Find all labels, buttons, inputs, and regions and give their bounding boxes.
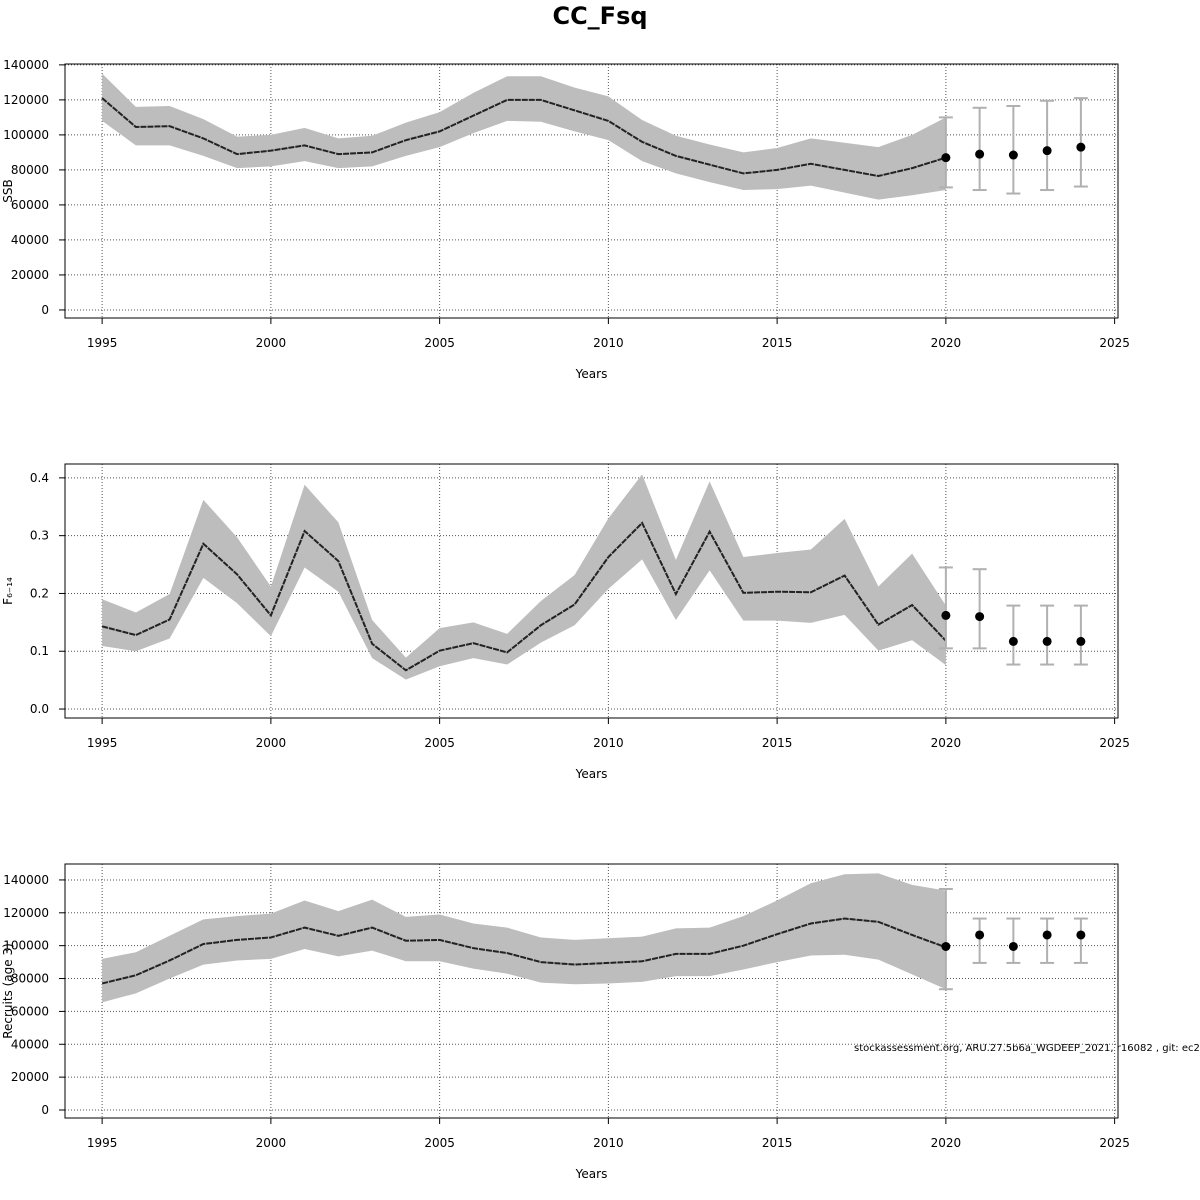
y-tick-label: 20000 [11,1070,49,1084]
estimate-line [101,521,947,672]
x-tick-label: 2005 [424,736,455,750]
y-axis-label: SSB [1,179,15,202]
y-tick-label: 60000 [11,198,49,212]
panel: 1995 2000 2005 2010 2015 2020 2025 0 20000 40000 6… [1,863,1130,1181]
y-tick-label: 40000 [11,233,49,247]
y-tick-label: 100000 [3,128,49,142]
x-tick-label: 1995 [87,1136,118,1150]
plot-frame [64,63,1119,319]
x-tick-label: 2020 [931,336,962,350]
x-tick-label: 2010 [593,736,624,750]
x-tick-label: 2025 [1099,736,1130,750]
y-tick-label: 0.4 [30,471,49,485]
y-tick-label: 0 [41,303,49,317]
confidence-band [102,873,946,1003]
forecast-point [1076,636,1086,646]
y-tick-label: 120000 [3,906,49,920]
estimate-line [101,97,947,178]
x-tick-label: 2005 [424,336,455,350]
estimate-line [101,917,947,985]
forecast-point [1008,636,1018,646]
x-axis-label: Years [575,1167,608,1181]
forecast-point [1076,142,1086,152]
plot-frame [64,863,1119,1119]
forecast-point [941,610,951,620]
y-tick-label: 60000 [11,1004,49,1018]
x-axis-label: Years [575,367,608,381]
forecast-point [941,153,951,163]
x-tick-label: 2000 [256,736,287,750]
y-tick-label: 40000 [11,1037,49,1051]
x-tick-label: 2020 [931,1136,962,1150]
y-tick-label: 80000 [11,972,49,986]
y-tick-label: 80000 [11,163,49,177]
panel: 1995 2000 2005 2010 2015 2020 2025 0.0 0.1 0.2 0.3… [1,463,1130,781]
y-tick-label: 140000 [3,873,49,887]
y-tick-label: 0.3 [30,529,49,543]
x-tick-label: 1995 [87,336,118,350]
forecast-point [975,930,985,940]
forecast-point [1042,636,1052,646]
forecast-point [1008,941,1018,951]
panel: 1995 2000 2005 2010 2015 2020 2025 0 20000 40000 6… [1,58,1130,381]
y-axis-label: F₆₋₁₄ [1,577,15,605]
y-tick-label: 0.2 [30,586,49,600]
y-tick-label: 20000 [11,268,49,282]
y-axis-label: Recruits (age 3) [1,943,15,1039]
x-tick-label: 2010 [593,1136,624,1150]
y-tick-label: 0 [41,1103,49,1117]
forecast-point [975,149,985,159]
forecast-point [975,612,985,622]
x-tick-label: 2020 [931,736,962,750]
forecast-point [1008,150,1018,160]
x-tick-label: 2000 [256,1136,287,1150]
x-tick-label: 2025 [1099,1136,1130,1150]
footnote: stockassessment.org, ARU.27.5b6a_WGDEEP_… [854,1043,1200,1054]
x-tick-label: 2015 [762,736,793,750]
x-axis-label: Years [575,767,608,781]
y-tick-label: 140000 [3,58,49,72]
y-tick-label: 0.0 [30,702,49,716]
x-tick-label: 2005 [424,1136,455,1150]
forecast-point [941,941,951,951]
x-tick-label: 2015 [762,1136,793,1150]
x-tick-label: 1995 [87,736,118,750]
confidence-band [102,73,946,200]
confidence-band [102,474,946,680]
y-tick-label: 120000 [3,93,49,107]
x-tick-label: 2010 [593,336,624,350]
plot-frame [64,463,1119,719]
y-tick-label: 0.1 [30,644,49,658]
x-tick-label: 2015 [762,336,793,350]
x-tick-label: 2000 [256,336,287,350]
forecast-point [1076,930,1086,940]
x-tick-label: 2025 [1099,336,1130,350]
y-tick-label: 100000 [3,939,49,953]
forecast-point [1042,930,1052,940]
figure-title: CC_Fsq [552,2,647,30]
forecast-point [1042,146,1052,156]
